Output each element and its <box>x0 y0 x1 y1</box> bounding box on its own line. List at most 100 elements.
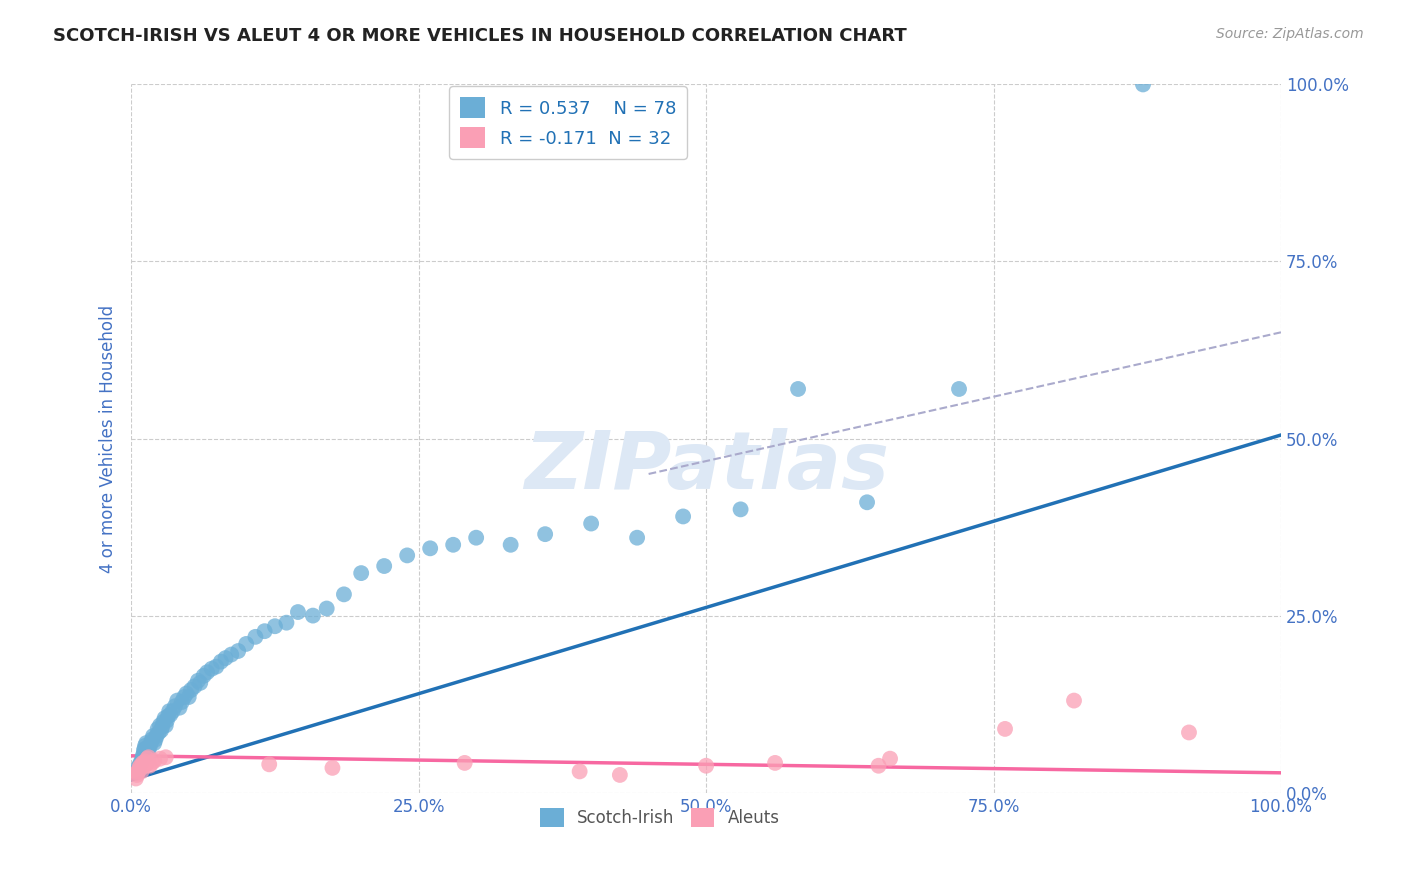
Point <box>152 714 174 729</box>
Point <box>150 720 173 734</box>
Point <box>568 764 591 779</box>
Point <box>787 382 810 396</box>
Point <box>453 756 475 770</box>
Point <box>1178 725 1201 739</box>
Point <box>162 704 184 718</box>
Point <box>141 732 163 747</box>
Text: ZIPatlas: ZIPatlas <box>523 428 889 506</box>
Point <box>128 761 150 775</box>
Point <box>1063 693 1085 707</box>
Point <box>396 549 419 563</box>
Point <box>131 764 153 779</box>
Point <box>136 747 159 761</box>
Point <box>1132 78 1154 92</box>
Point <box>139 736 162 750</box>
Point <box>180 683 202 698</box>
Point <box>187 673 209 688</box>
Point <box>201 662 224 676</box>
Point <box>994 722 1017 736</box>
Point <box>350 566 373 580</box>
Point <box>149 752 172 766</box>
Point <box>131 754 153 768</box>
Point <box>193 669 215 683</box>
Point <box>127 764 149 779</box>
Point <box>134 739 156 753</box>
Point <box>156 714 179 728</box>
Point <box>373 559 395 574</box>
Point <box>177 690 200 704</box>
Point <box>132 752 155 766</box>
Point <box>138 758 160 772</box>
Point <box>125 772 148 786</box>
Point <box>441 538 464 552</box>
Point <box>134 755 156 769</box>
Point <box>176 686 198 700</box>
Point <box>253 624 276 639</box>
Point <box>170 695 193 709</box>
Point <box>868 758 890 772</box>
Point <box>138 750 160 764</box>
Point <box>153 711 176 725</box>
Point <box>173 690 195 704</box>
Point <box>128 758 150 772</box>
Point <box>163 699 186 714</box>
Point <box>226 644 249 658</box>
Point <box>157 704 180 718</box>
Text: Source: ZipAtlas.com: Source: ZipAtlas.com <box>1216 27 1364 41</box>
Point <box>209 655 232 669</box>
Point <box>321 761 343 775</box>
Point <box>264 619 287 633</box>
Y-axis label: 4 or more Vehicles in Household: 4 or more Vehicles in Household <box>100 304 117 573</box>
Point <box>315 601 337 615</box>
Point <box>195 665 218 680</box>
Point <box>214 651 236 665</box>
Point <box>125 765 148 780</box>
Point <box>132 743 155 757</box>
Point <box>135 736 157 750</box>
Point <box>146 722 169 736</box>
Point <box>127 761 149 775</box>
Point <box>132 747 155 761</box>
Point <box>129 756 152 770</box>
Point <box>132 758 155 772</box>
Point <box>143 754 166 768</box>
Point <box>149 718 172 732</box>
Point <box>499 538 522 552</box>
Point <box>695 758 717 772</box>
Point <box>134 741 156 756</box>
Point <box>534 527 557 541</box>
Point <box>219 648 242 662</box>
Point <box>245 630 267 644</box>
Point <box>763 756 786 770</box>
Point <box>138 739 160 754</box>
Point <box>138 743 160 757</box>
Point <box>465 531 488 545</box>
Point <box>136 752 159 766</box>
Point <box>135 757 157 772</box>
Point <box>142 729 165 743</box>
Point <box>159 707 181 722</box>
Point <box>276 615 298 630</box>
Point <box>205 659 228 673</box>
Text: SCOTCH-IRISH VS ALEUT 4 OR MORE VEHICLES IN HOUSEHOLD CORRELATION CHART: SCOTCH-IRISH VS ALEUT 4 OR MORE VEHICLES… <box>53 27 907 45</box>
Point <box>145 729 167 743</box>
Point <box>856 495 879 509</box>
Point <box>879 752 901 766</box>
Point <box>419 541 441 556</box>
Point <box>672 509 695 524</box>
Point <box>129 758 152 772</box>
Point <box>948 382 970 396</box>
Point <box>155 718 177 732</box>
Point <box>155 750 177 764</box>
Point <box>132 748 155 763</box>
Point <box>132 756 155 770</box>
Point <box>157 709 180 723</box>
Point <box>169 700 191 714</box>
Point <box>730 502 752 516</box>
Point <box>150 723 173 738</box>
Point <box>235 637 257 651</box>
Legend: Scotch-Irish, Aleuts: Scotch-Irish, Aleuts <box>534 801 786 834</box>
Point <box>609 768 631 782</box>
Point <box>166 693 188 707</box>
Point <box>183 680 205 694</box>
